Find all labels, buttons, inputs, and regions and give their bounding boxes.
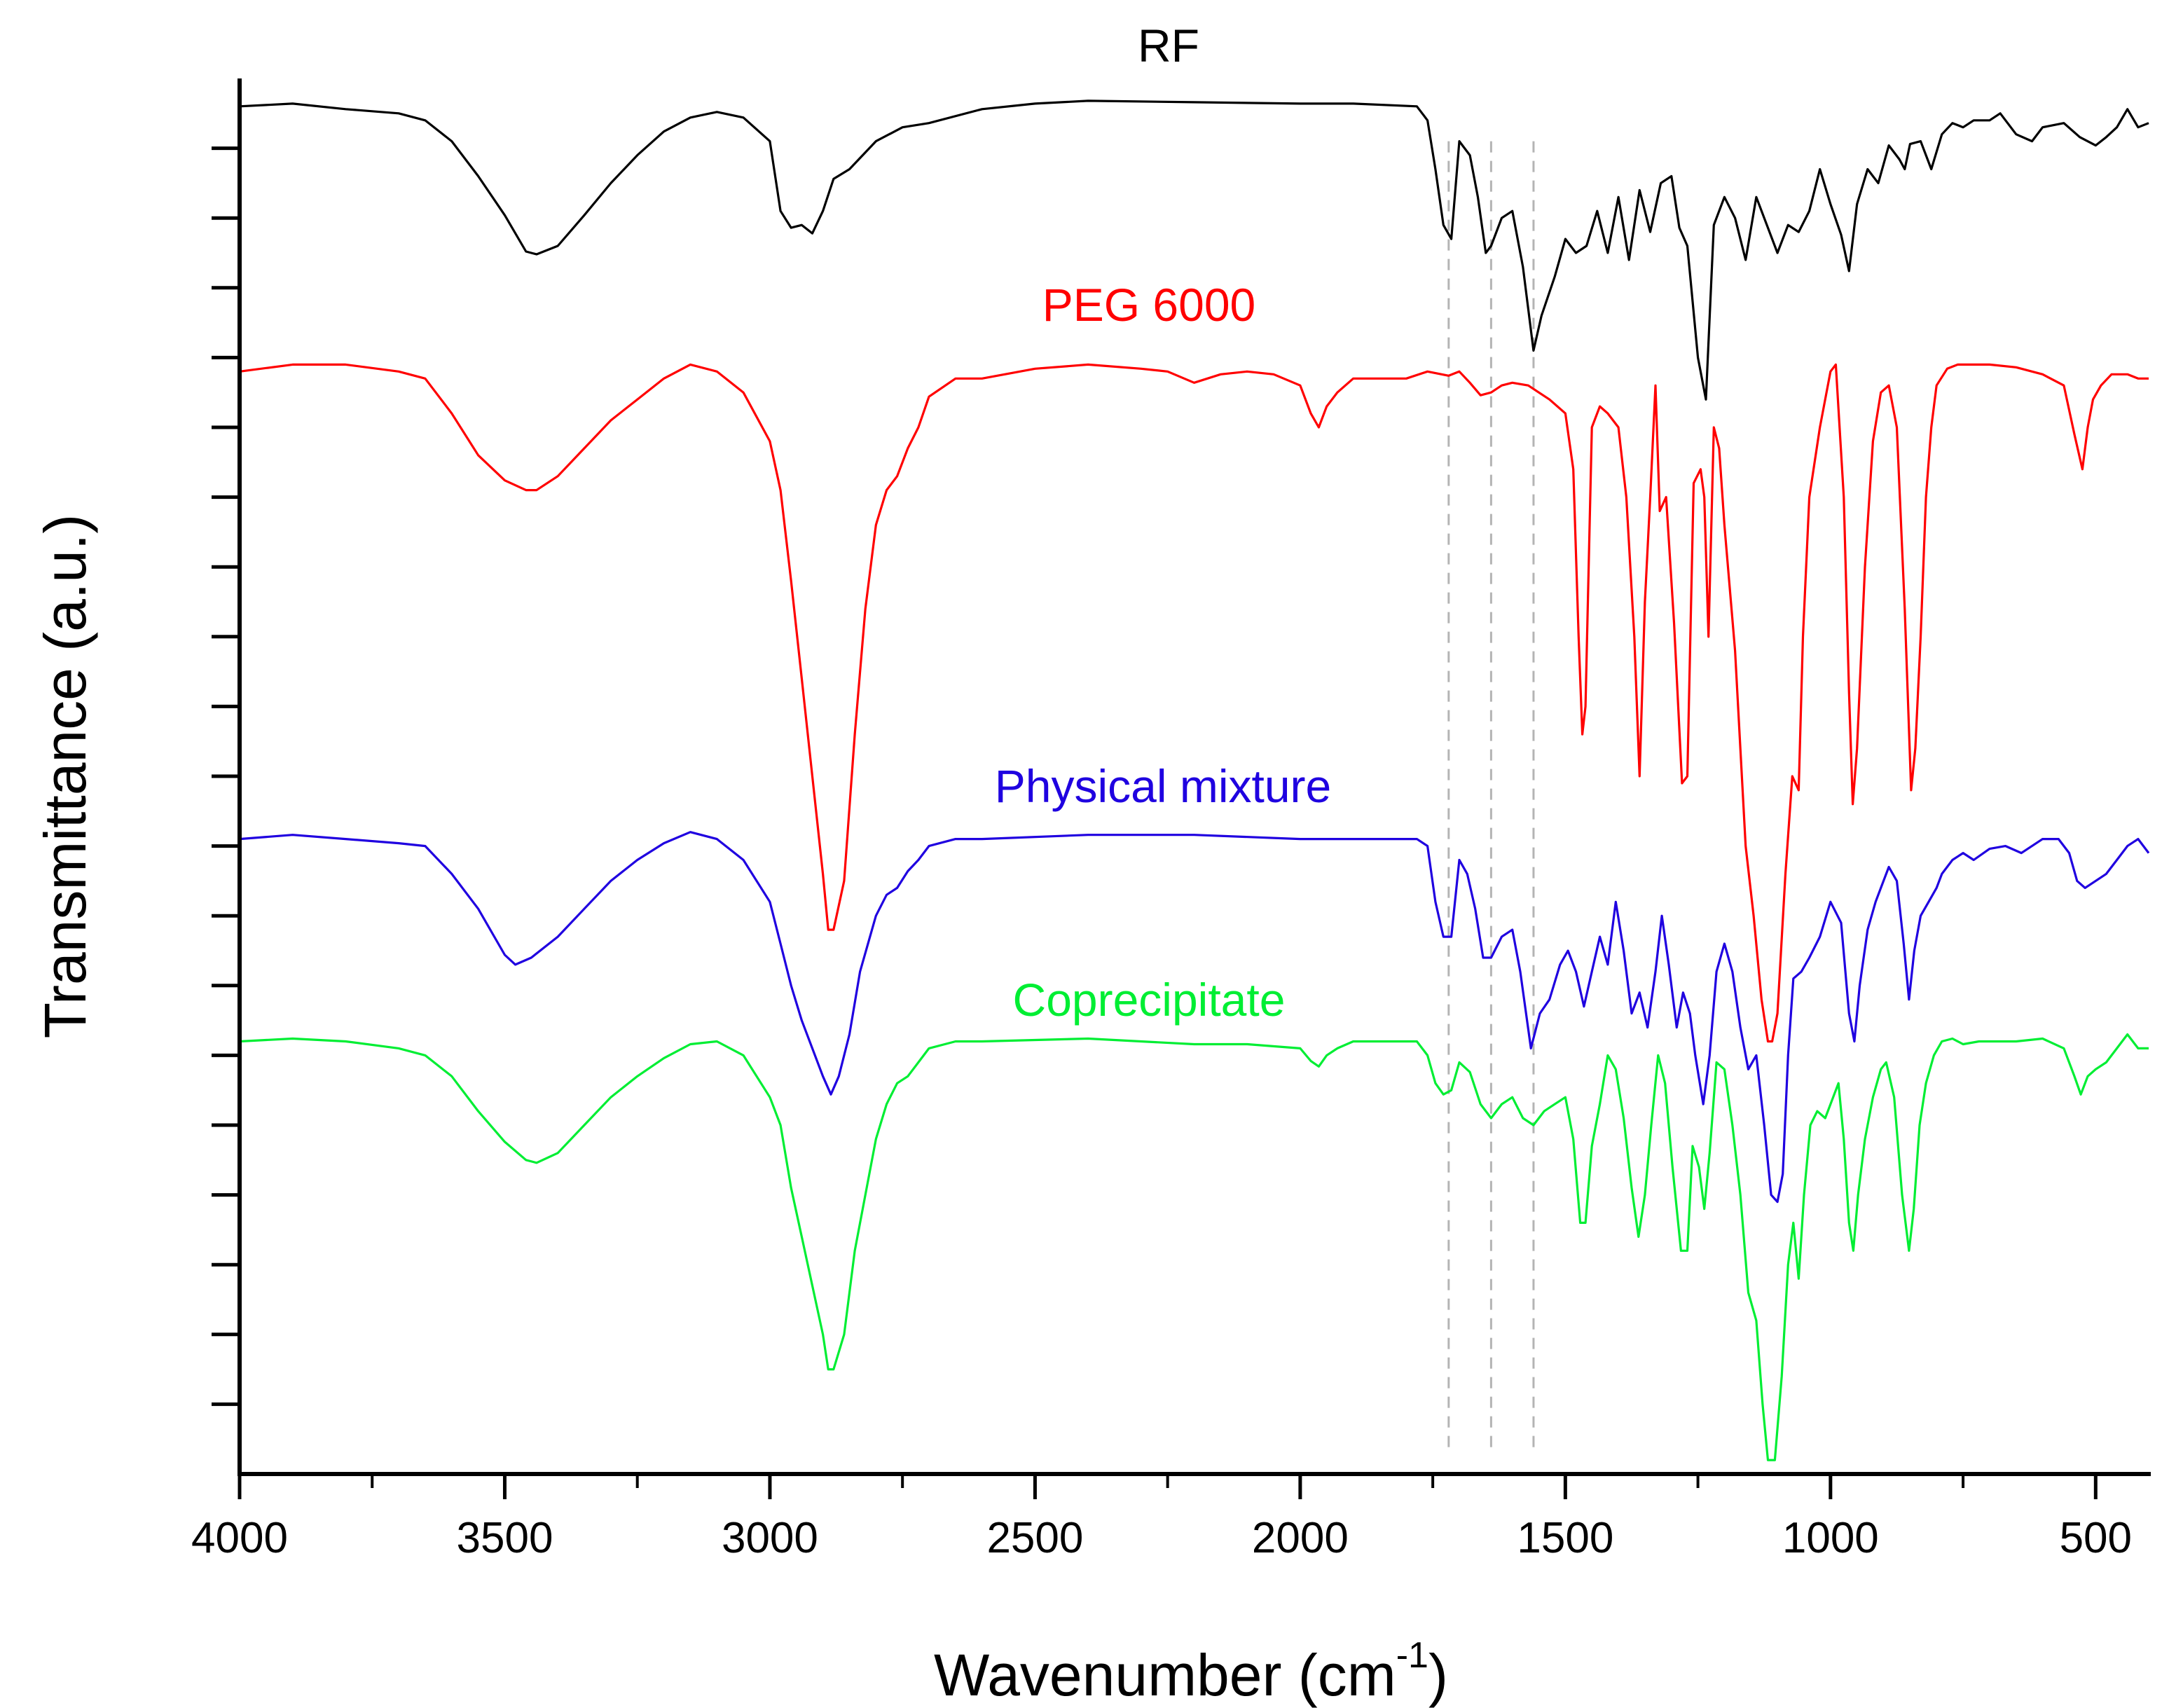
series-line-peg-6000 <box>239 363 2149 1043</box>
x-tick-label: 2500 <box>986 1514 1083 1562</box>
x-axis-ticks: 4000 3500 3000 2500 2000 1500 1000 500 <box>191 1474 2132 1562</box>
series-label-physical-mixture: Physical mixture <box>995 760 1331 812</box>
x-tick-label: 3500 <box>457 1514 553 1562</box>
series-line-physical-mixture <box>239 831 2150 1204</box>
x-tick-label: 3000 <box>722 1514 818 1562</box>
x-axis-title-superscript: -1 <box>1396 1635 1428 1676</box>
reference-lines <box>1447 141 1535 1454</box>
series-line-rf <box>239 99 2149 401</box>
x-tick-label: 2000 <box>1252 1514 1349 1562</box>
series-line-coprecipitate <box>239 1033 2149 1461</box>
x-tick-label: 4000 <box>191 1514 288 1562</box>
series-labels: RF PEG 6000 Physical mixture Coprecipitate <box>995 20 1331 1026</box>
series-layer <box>239 99 2150 1461</box>
series-label-coprecipitate: Coprecipitate <box>1013 974 1286 1026</box>
x-axis-title-close: ) <box>1428 1642 1448 1708</box>
y-axis-title: Transmittance (a.u.) <box>32 514 98 1038</box>
y-axis-ticks <box>212 146 240 1406</box>
x-axis-title-main: Wavenumber (cm <box>934 1642 1396 1708</box>
x-tick-label: 1500 <box>1517 1514 1613 1562</box>
series-label-rf: RF <box>1138 20 1199 71</box>
x-tick-label: 1000 <box>1782 1514 1879 1562</box>
series-label-peg-6000: PEG 6000 <box>1042 279 1256 331</box>
x-axis-title: Wavenumber (cm-1) <box>934 1635 1448 1708</box>
x-tick-label: 500 <box>2060 1514 2132 1562</box>
